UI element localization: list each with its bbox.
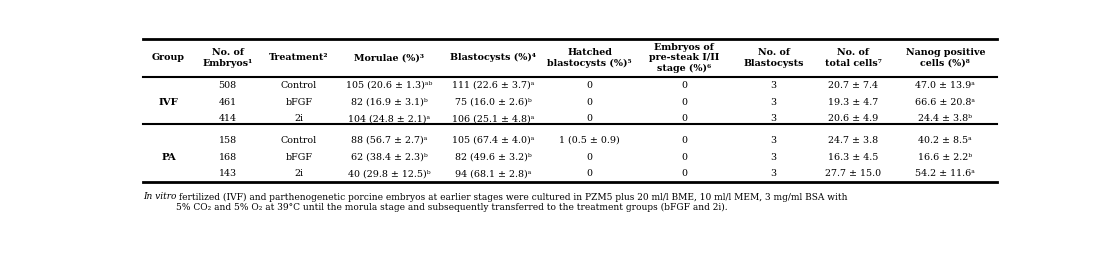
Text: Morulae (%)³: Morulae (%)³: [354, 53, 424, 62]
Text: 47.0 ± 13.9ᵃ: 47.0 ± 13.9ᵃ: [916, 81, 976, 90]
Text: 40 (29.8 ± 12.5)ᵇ: 40 (29.8 ± 12.5)ᵇ: [347, 169, 431, 178]
Text: 414: 414: [219, 114, 236, 123]
Text: 105 (20.6 ± 1.3)ᵃᵇ: 105 (20.6 ± 1.3)ᵃᵇ: [346, 81, 432, 90]
Text: 3: 3: [770, 153, 777, 162]
Text: No. of
Embryos¹: No. of Embryos¹: [202, 48, 253, 68]
Text: 0: 0: [680, 169, 687, 178]
Text: 0: 0: [680, 153, 687, 162]
Text: 0: 0: [587, 81, 593, 90]
Text: Control: Control: [281, 136, 317, 145]
Text: 0: 0: [587, 169, 593, 178]
Text: 0: 0: [680, 97, 687, 107]
Text: 0: 0: [680, 81, 687, 90]
Text: Blastocysts (%)⁴: Blastocysts (%)⁴: [450, 53, 536, 62]
Text: No. of
Blastocysts: No. of Blastocysts: [744, 48, 804, 68]
Text: 16.3 ± 4.5: 16.3 ± 4.5: [828, 153, 878, 162]
Text: 19.3 ± 4.7: 19.3 ± 4.7: [828, 97, 878, 107]
Text: 2i: 2i: [294, 169, 303, 178]
Text: 20.6 ± 4.9: 20.6 ± 4.9: [828, 114, 878, 123]
Text: 24.7 ± 3.8: 24.7 ± 3.8: [828, 136, 878, 145]
Text: IVF: IVF: [159, 97, 179, 107]
Text: 62 (38.4 ± 2.3)ᵇ: 62 (38.4 ± 2.3)ᵇ: [351, 153, 427, 162]
Text: In vitro: In vitro: [143, 193, 176, 201]
Text: bFGF: bFGF: [285, 153, 313, 162]
Text: 0: 0: [587, 153, 593, 162]
Text: 0: 0: [680, 136, 687, 145]
Text: 461: 461: [219, 97, 236, 107]
Text: 2i: 2i: [294, 114, 303, 123]
Text: 3: 3: [770, 169, 777, 178]
Text: Group: Group: [152, 53, 185, 62]
Text: 1 (0.5 ± 0.9): 1 (0.5 ± 0.9): [559, 136, 620, 145]
Text: 3: 3: [770, 81, 777, 90]
Text: 3: 3: [770, 97, 777, 107]
Text: 3: 3: [770, 114, 777, 123]
Text: 54.2 ± 11.6ᵃ: 54.2 ± 11.6ᵃ: [916, 169, 976, 178]
Text: 82 (16.9 ± 3.1)ᵇ: 82 (16.9 ± 3.1)ᵇ: [351, 97, 427, 107]
Text: 88 (56.7 ± 2.7)ᵃ: 88 (56.7 ± 2.7)ᵃ: [351, 136, 427, 145]
Text: Embryos of
pre-steak I/II
stage (%)⁶: Embryos of pre-steak I/II stage (%)⁶: [648, 43, 719, 73]
Text: 20.7 ± 7.4: 20.7 ± 7.4: [828, 81, 878, 90]
Text: 168: 168: [219, 153, 236, 162]
Text: Control: Control: [281, 81, 317, 90]
Text: 82 (49.6 ± 3.2)ᵇ: 82 (49.6 ± 3.2)ᵇ: [455, 153, 532, 162]
Text: 27.7 ± 15.0: 27.7 ± 15.0: [826, 169, 881, 178]
Text: 0: 0: [680, 114, 687, 123]
Text: 3: 3: [770, 136, 777, 145]
Text: 66.6 ± 20.8ᵃ: 66.6 ± 20.8ᵃ: [916, 97, 976, 107]
Text: PA: PA: [161, 153, 176, 162]
Text: 105 (67.4 ± 4.0)ᵃ: 105 (67.4 ± 4.0)ᵃ: [452, 136, 534, 145]
Text: bFGF: bFGF: [285, 97, 313, 107]
Text: 16.6 ± 2.2ᵇ: 16.6 ± 2.2ᵇ: [918, 153, 972, 162]
Text: 158: 158: [219, 136, 236, 145]
Text: Hatched
blastocysts (%)⁵: Hatched blastocysts (%)⁵: [547, 48, 632, 68]
Text: fertilized (IVF) and parthenogenetic porcine embryos at earlier stages were cult: fertilized (IVF) and parthenogenetic por…: [176, 193, 848, 212]
Text: 0: 0: [587, 97, 593, 107]
Text: 94 (68.1 ± 2.8)ᵃ: 94 (68.1 ± 2.8)ᵃ: [455, 169, 532, 178]
Text: Treatment²: Treatment²: [270, 53, 329, 62]
Text: 104 (24.8 ± 2.1)ᵃ: 104 (24.8 ± 2.1)ᵃ: [349, 114, 431, 123]
Text: 24.4 ± 3.8ᵇ: 24.4 ± 3.8ᵇ: [918, 114, 972, 123]
Text: 0: 0: [587, 114, 593, 123]
Text: 106 (25.1 ± 4.8)ᵃ: 106 (25.1 ± 4.8)ᵃ: [452, 114, 534, 123]
Text: 111 (22.6 ± 3.7)ᵃ: 111 (22.6 ± 3.7)ᵃ: [452, 81, 534, 90]
Text: Nanog positive
cells (%)⁸: Nanog positive cells (%)⁸: [906, 48, 985, 68]
Text: No. of
total cells⁷: No. of total cells⁷: [825, 48, 881, 68]
Text: 508: 508: [219, 81, 236, 90]
Text: 143: 143: [219, 169, 236, 178]
Text: 75 (16.0 ± 2.6)ᵇ: 75 (16.0 ± 2.6)ᵇ: [455, 97, 532, 107]
Text: 40.2 ± 8.5ᵃ: 40.2 ± 8.5ᵃ: [918, 136, 972, 145]
